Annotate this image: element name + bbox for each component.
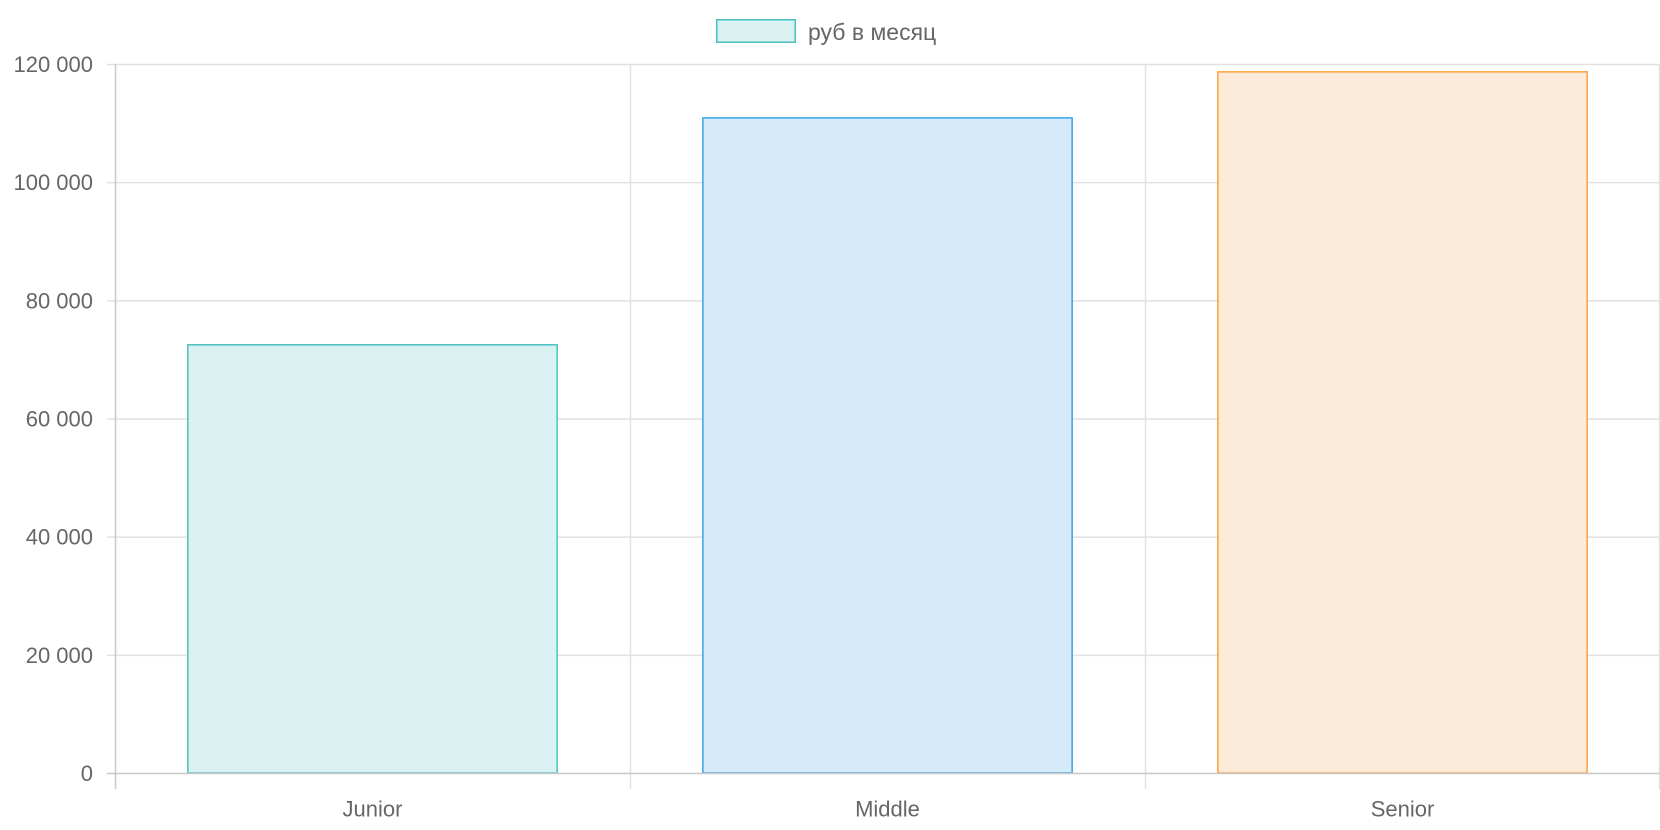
y-tick-label: 120 000	[13, 52, 93, 77]
y-tick-label: 80 000	[26, 288, 93, 313]
x-tick-label: Junior	[343, 797, 403, 822]
y-tick-label: 40 000	[26, 525, 93, 550]
y-tick-label: 0	[81, 761, 93, 786]
y-tick-label: 20 000	[26, 643, 93, 668]
x-tick-label: Middle	[855, 797, 920, 822]
legend[interactable]: руб в месяц	[716, 19, 936, 45]
bar-senior[interactable]	[1217, 71, 1588, 774]
x-axis-tick-labels: Junior Middle Senior	[343, 797, 1435, 822]
y-tick-label: 60 000	[26, 407, 93, 432]
y-tick-label: 100 000	[13, 170, 93, 195]
legend-label[interactable]: руб в месяц	[808, 19, 936, 45]
bars	[187, 71, 1588, 774]
x-tick-label: Senior	[1371, 797, 1435, 822]
y-axis-tick-labels: 0 20 000 40 000 60 000 80 000 100 000 120 000	[13, 52, 93, 786]
bar-junior[interactable]	[187, 344, 558, 774]
bar-middle[interactable]	[702, 117, 1073, 774]
legend-swatch[interactable]	[716, 19, 796, 43]
